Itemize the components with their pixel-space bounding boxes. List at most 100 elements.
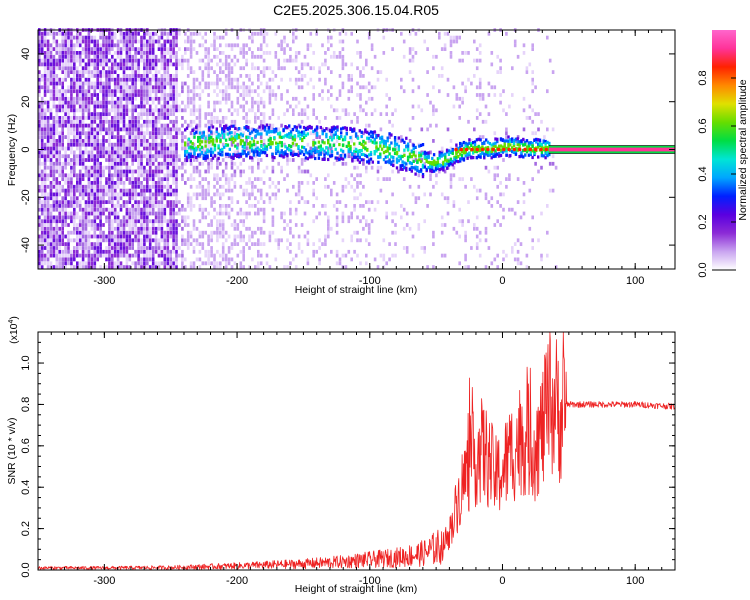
spectrogram-cell — [227, 246, 231, 250]
spectrogram-cell — [216, 119, 219, 124]
spectrogram-cell — [73, 215, 76, 220]
spectrogram-cell — [96, 127, 99, 132]
spectrogram-cell — [359, 204, 362, 208]
spectrogram-cell — [265, 51, 269, 55]
spectrogram-cell — [505, 253, 508, 258]
ridge-cell — [208, 134, 211, 138]
spectrogram-cell — [43, 223, 47, 227]
spectrogram-cell — [76, 211, 79, 216]
spectrogram-cell — [96, 96, 99, 101]
spectrogram-cell — [467, 265, 470, 269]
spectrogram-cell — [148, 204, 152, 208]
spectrogram-cell — [76, 85, 79, 90]
spectrogram-cell — [148, 104, 152, 109]
spectrogram-cell — [87, 116, 91, 120]
spectrogram-cell — [201, 70, 205, 74]
spectrogram-cell — [184, 58, 187, 63]
spectrogram-cell — [113, 77, 117, 82]
spectrogram-cell — [186, 177, 190, 181]
spectrogram-cell — [70, 127, 73, 132]
spectrogram-cell — [78, 123, 82, 128]
spectrogram-cell — [350, 62, 353, 67]
spectrogram-cell — [113, 238, 117, 243]
spectrogram-cell — [160, 47, 164, 51]
spectrogram-cell — [169, 74, 172, 78]
ridge-cell — [204, 156, 207, 160]
spectrogram-cell — [271, 93, 275, 97]
spectrogram-cell — [52, 139, 56, 143]
spectrogram-cell — [96, 70, 99, 74]
spectrogram-cell — [391, 112, 394, 116]
spectrogram-cell — [516, 54, 520, 59]
spectrogram-cell — [201, 261, 205, 266]
spectrogram-cell — [105, 127, 108, 132]
spectrogram-cell — [192, 238, 196, 243]
spectrogram-cell — [175, 39, 178, 44]
spectrogram-cell — [131, 139, 134, 143]
spectrogram-cell — [192, 265, 196, 269]
spectrogram-cell — [151, 35, 155, 40]
spectrogram-cell — [236, 31, 240, 36]
spectrogram-cell — [292, 184, 295, 189]
spectrogram-cell — [49, 112, 53, 116]
spectrogram-cell — [43, 66, 47, 71]
spectrogram-cell — [43, 119, 47, 124]
spectrogram-cell — [175, 246, 178, 250]
spectrogram-cell — [242, 188, 245, 193]
ridge-cell — [345, 126, 348, 130]
spectrogram-cell — [125, 246, 129, 250]
spectrogram-cell — [134, 184, 137, 189]
spectrogram-cell — [219, 51, 222, 55]
spectrogram-cell — [64, 246, 67, 250]
spectrogram-cell — [137, 261, 140, 266]
spectrogram-cell — [84, 146, 88, 151]
spectrogram-cell — [58, 211, 61, 216]
spectrogram-cell — [137, 77, 140, 82]
spectrogram-cell — [58, 116, 61, 120]
spectrogram-cell — [93, 104, 97, 109]
spectrogram-cell — [128, 150, 132, 155]
spectrogram-cell — [189, 265, 193, 269]
spectrogram-cell — [151, 146, 155, 151]
spectrogram-cell — [286, 246, 289, 250]
spectrogram-cell — [76, 100, 79, 105]
spectrogram-cell — [38, 131, 41, 136]
spectrogram-cell — [181, 108, 184, 113]
spectrogram-cell — [169, 211, 172, 216]
spectrogram-cell — [169, 142, 172, 147]
spectrogram-cell — [116, 108, 120, 113]
spectrogram-cell — [537, 169, 540, 174]
spectrogram-cell — [262, 104, 266, 109]
spectrogram-cell — [440, 223, 444, 227]
spectrogram-cell — [111, 188, 114, 193]
spectrogram-cell — [259, 47, 263, 51]
spectrogram-cell — [87, 135, 91, 139]
spectrogram-cell — [73, 62, 76, 67]
spectrogram-cell — [160, 142, 164, 147]
spectrogram-cell — [350, 31, 353, 36]
spectrogram-cell — [405, 211, 409, 216]
ridge-cell — [325, 151, 328, 155]
spectrogram-cell — [134, 54, 137, 59]
ridge-cell — [321, 147, 324, 151]
spectrogram-cell — [52, 246, 56, 250]
spectrogram-cell — [81, 108, 85, 113]
spectrogram-cell — [207, 158, 210, 162]
spectrogram-cell — [52, 226, 56, 231]
spectrogram-cell — [166, 93, 170, 97]
spectrogram-cell — [67, 246, 70, 250]
spectrogram-cell — [113, 181, 117, 185]
spectrogram-cell — [458, 58, 461, 63]
spectrogram-cell — [271, 89, 275, 94]
spectrogram-cell — [84, 47, 88, 51]
spectrogram-cell — [102, 169, 105, 174]
spectrogram-cell — [163, 127, 167, 132]
spectrogram-cell — [61, 188, 64, 193]
spectrogram-cell — [122, 127, 126, 132]
spectrogram-cell — [181, 161, 184, 166]
spectrogram-cell — [122, 135, 126, 139]
spectrogram-cell — [268, 66, 272, 71]
spectrogram-cell — [192, 31, 196, 36]
spectrogram-cell — [204, 207, 207, 212]
spectrogram-cell — [262, 58, 266, 63]
